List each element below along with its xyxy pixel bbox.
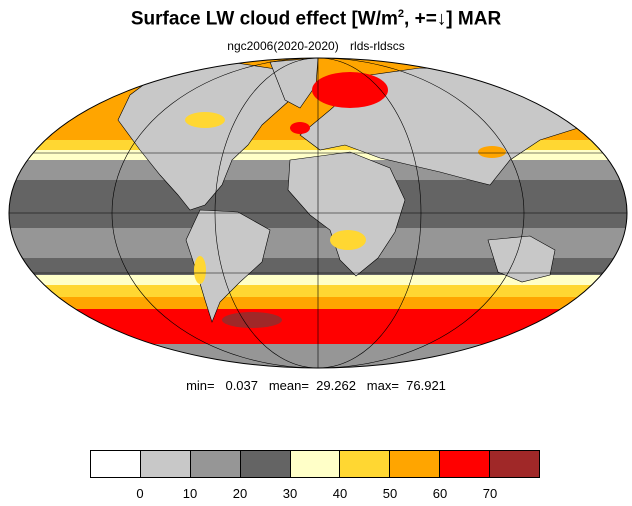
colorbar-tick-label: 30 xyxy=(282,486,298,501)
patch-east-asia-orange xyxy=(478,146,506,158)
mollweide-map xyxy=(8,57,628,369)
patch-andes-yellow xyxy=(194,256,206,284)
colorbar-tick-label: 0 xyxy=(136,486,144,501)
land-australia xyxy=(487,235,556,283)
colorbar-swatch-0 xyxy=(91,451,141,477)
band-south-orange xyxy=(9,297,627,311)
field-statistics: min= 0.037 mean= 29.262 max= 76.921 xyxy=(186,378,446,393)
colorbar-ticks: 0 10 20 30 40 50 60 70 xyxy=(90,486,540,502)
globe-outline xyxy=(8,57,628,369)
patch-north-atlantic-red xyxy=(290,122,310,134)
colorbar-tick-label: 40 xyxy=(332,486,348,501)
map-subtitle: ngc2006(2020-2020) rlds-rldscs xyxy=(0,39,632,53)
map-field xyxy=(9,58,627,368)
colorbar-tick-label: 50 xyxy=(382,486,398,501)
colorbar-swatch-3 xyxy=(240,451,291,477)
subtitle-case-name: ngc2006(2020-2020) xyxy=(227,39,339,53)
colorbar-swatch-5 xyxy=(340,451,391,477)
colorbar-tick-label: 70 xyxy=(482,486,498,501)
colorbar-tick-label: 10 xyxy=(182,486,198,501)
map-title: Surface LW cloud effect [W/m2, +=↓] MAR xyxy=(130,8,502,30)
antarctica xyxy=(9,344,627,368)
patch-africa-yellow xyxy=(330,230,366,250)
land-south-america xyxy=(185,209,271,323)
subtitle-variable: rlds-rldscs xyxy=(350,39,405,53)
colorbar-swatch-7 xyxy=(440,451,491,477)
colorbar-swatch-6 xyxy=(390,451,441,477)
patch-south-dark-red xyxy=(222,312,282,328)
colorbar-swatch-4 xyxy=(290,451,341,477)
patch-canada-yellow xyxy=(185,112,225,128)
band-south-red xyxy=(9,309,627,344)
colorbar-swatch-8 xyxy=(490,451,540,477)
land-africa xyxy=(287,151,406,277)
graticule xyxy=(9,58,627,368)
colorbar-swatch-2 xyxy=(190,451,241,477)
patch-scandinavia-red xyxy=(312,72,388,108)
colorbar xyxy=(90,450,540,478)
colorbar-swatch-1 xyxy=(140,451,191,477)
band-south-yellow xyxy=(9,285,627,299)
colorbar-tick-label: 60 xyxy=(432,486,448,501)
colorbar-tick-label: 20 xyxy=(232,486,248,501)
